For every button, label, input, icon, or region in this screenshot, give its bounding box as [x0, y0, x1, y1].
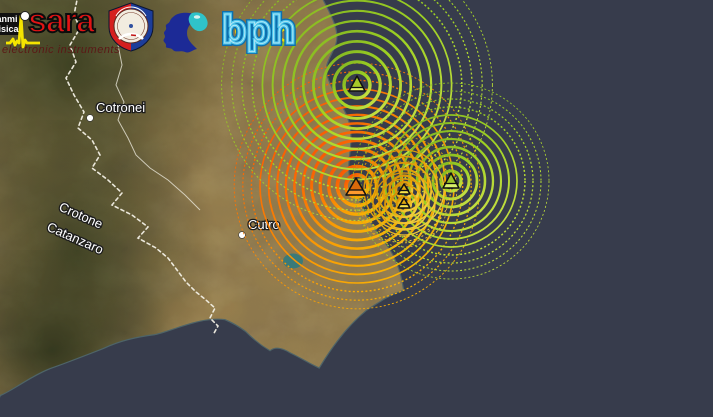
svg-text:bph: bph	[222, 8, 295, 52]
